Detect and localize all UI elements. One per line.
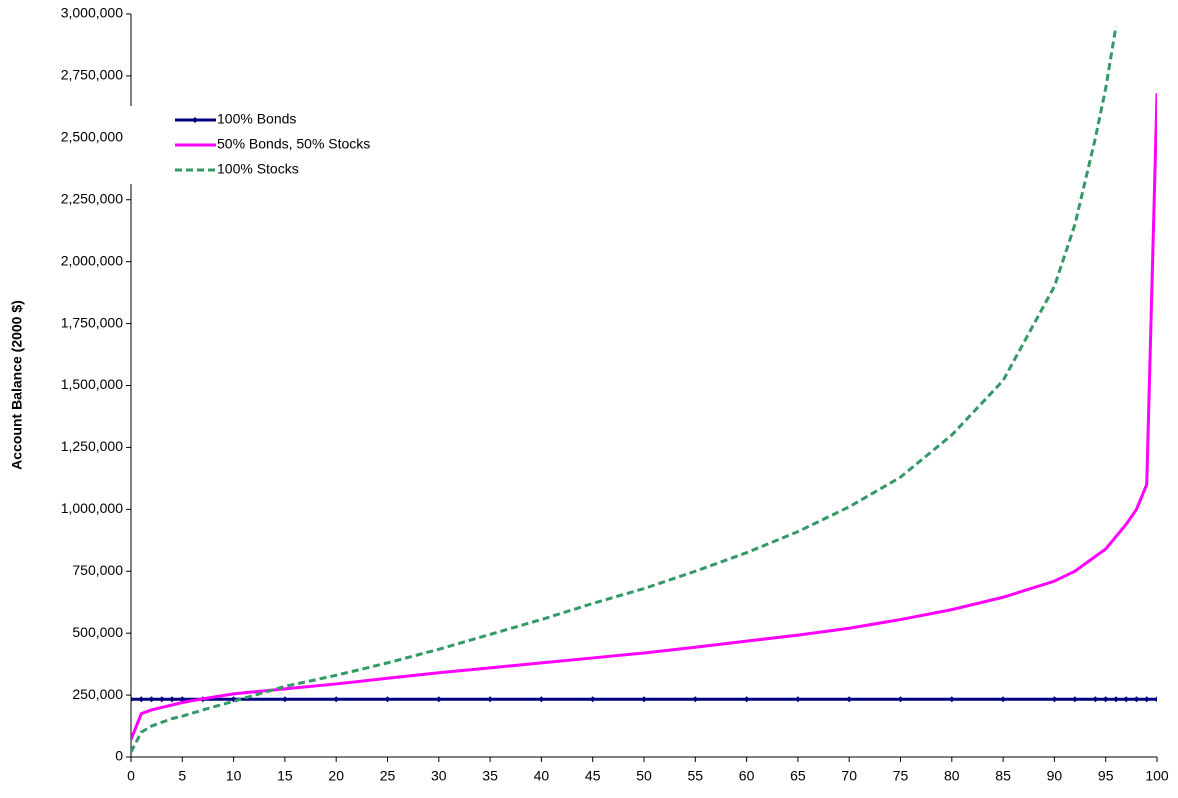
y-tick-label: 2,750,000 xyxy=(61,67,123,83)
series-marker xyxy=(1092,696,1099,703)
x-tick-label: 40 xyxy=(534,768,550,784)
series-marker xyxy=(281,696,288,703)
x-tick-label: 15 xyxy=(277,768,293,784)
plot-area xyxy=(131,26,1157,753)
y-tick-label: 750,000 xyxy=(72,562,123,578)
legend-label: 100% Bonds xyxy=(217,111,296,127)
series-marker xyxy=(435,696,442,703)
series-marker xyxy=(1143,696,1150,703)
series-marker xyxy=(743,696,750,703)
x-tick-label: 50 xyxy=(636,768,652,784)
series-marker xyxy=(1112,696,1119,703)
series-marker xyxy=(131,696,134,703)
x-tick-label: 85 xyxy=(995,768,1011,784)
series-marker xyxy=(1154,696,1157,703)
series-marker xyxy=(589,696,596,703)
x-tick-label: 35 xyxy=(482,768,498,784)
y-tick-label: 1,750,000 xyxy=(61,314,123,330)
series-marker xyxy=(487,696,494,703)
series-marker xyxy=(384,696,391,703)
x-tick-label: 95 xyxy=(1098,768,1114,784)
series-marker xyxy=(1123,696,1130,703)
y-tick-label: 1,500,000 xyxy=(61,376,123,392)
x-tick-label: 100 xyxy=(1145,768,1169,784)
x-tick-label: 75 xyxy=(893,768,909,784)
series-line xyxy=(131,93,1157,741)
x-tick-label: 90 xyxy=(1047,768,1063,784)
series-marker xyxy=(1102,696,1109,703)
x-tick-label: 70 xyxy=(841,768,857,784)
series-marker xyxy=(1071,696,1078,703)
series-marker xyxy=(538,696,545,703)
x-tick-label: 25 xyxy=(380,768,396,784)
y-tick-label: 1,000,000 xyxy=(61,500,123,516)
series-marker xyxy=(138,696,145,703)
series-marker xyxy=(1051,696,1058,703)
legend-label: 50% Bonds, 50% Stocks xyxy=(217,136,370,152)
y-tick-label: 1,250,000 xyxy=(61,438,123,454)
series-marker xyxy=(148,696,155,703)
series-marker xyxy=(948,696,955,703)
series-marker xyxy=(158,696,165,703)
y-axis-label: Account Balance (2000 $) xyxy=(9,300,25,470)
series-marker xyxy=(897,696,904,703)
x-tick-label: 5 xyxy=(178,768,186,784)
legend-label: 100% Stocks xyxy=(217,161,299,177)
series-marker xyxy=(169,696,176,703)
y-tick-label: 3,000,000 xyxy=(61,5,123,21)
y-tick-label: 2,250,000 xyxy=(61,190,123,206)
series-line xyxy=(131,26,1118,753)
series-marker xyxy=(641,696,647,703)
y-tick-label: 500,000 xyxy=(72,624,123,640)
legend-marker xyxy=(192,117,198,123)
y-tick-label: 0 xyxy=(115,748,123,764)
x-tick-label: 0 xyxy=(127,768,135,784)
series-marker xyxy=(692,696,699,703)
series-marker xyxy=(794,696,801,703)
x-tick-label: 20 xyxy=(328,768,344,784)
series-marker xyxy=(1133,696,1140,703)
x-tick-label: 45 xyxy=(585,768,601,784)
x-tick-label: 80 xyxy=(944,768,960,784)
series-marker xyxy=(846,696,853,703)
x-tick-label: 10 xyxy=(226,768,242,784)
x-tick-label: 30 xyxy=(431,768,447,784)
y-tick-label: 2,500,000 xyxy=(61,129,123,145)
y-tick-label: 2,000,000 xyxy=(61,252,123,268)
series-marker xyxy=(1000,696,1007,703)
y-tick-label: 250,000 xyxy=(72,686,123,702)
x-tick-label: 65 xyxy=(790,768,806,784)
x-tick-label: 55 xyxy=(688,768,704,784)
series-marker xyxy=(333,696,340,703)
x-tick-label: 60 xyxy=(739,768,755,784)
